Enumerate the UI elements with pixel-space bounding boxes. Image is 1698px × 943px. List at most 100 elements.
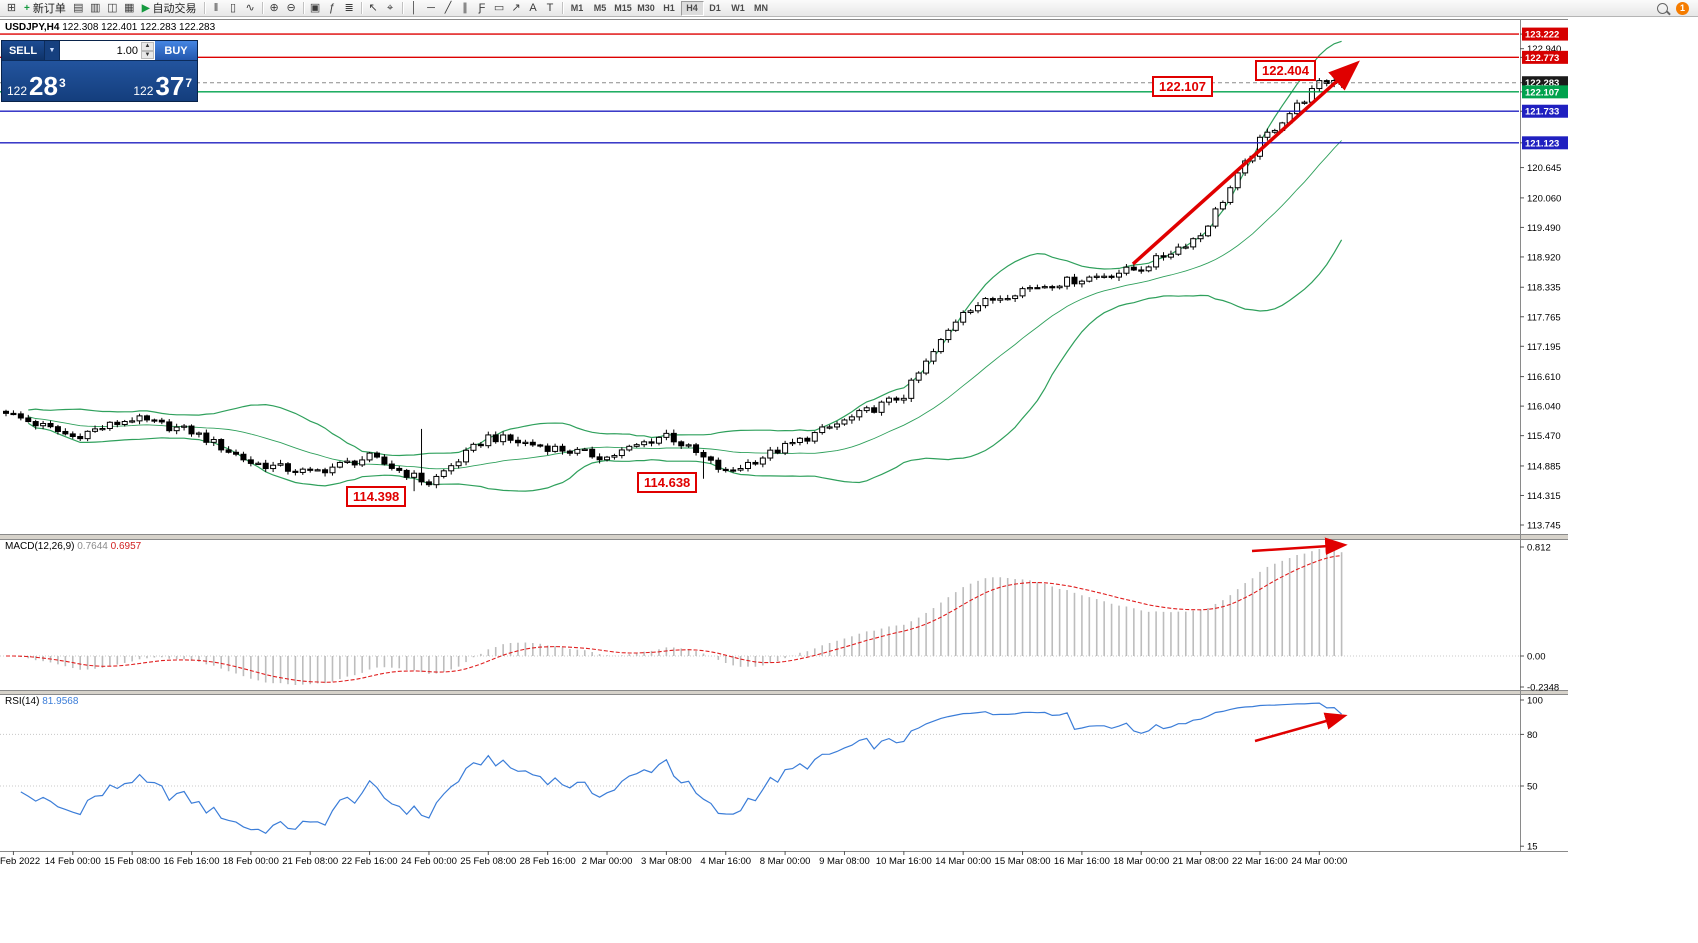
lot-value: 1.00 bbox=[116, 44, 138, 57]
rsi-line bbox=[20, 702, 1342, 835]
new-order-button[interactable]: + 新订单 bbox=[20, 1, 70, 16]
timeframe-m1-button[interactable]: M1 bbox=[570, 3, 584, 13]
auto-trading-button-label: 自动交易 bbox=[152, 3, 197, 15]
timeframe-m30-button[interactable]: M30 bbox=[637, 3, 655, 13]
market-watch-icon[interactable]: ▤ bbox=[73, 1, 84, 14]
symbol-timeframe-label: USDJPY,H4 bbox=[5, 22, 60, 33]
lot-size-input[interactable]: 1.00 ▲ ▼ bbox=[60, 41, 155, 60]
svg-text:3 Mar 08:00: 3 Mar 08:00 bbox=[641, 856, 692, 867]
svg-text:10 Mar 16:00: 10 Mar 16:00 bbox=[876, 856, 932, 867]
horizontal-line-icon[interactable]: ─ bbox=[427, 1, 435, 14]
svg-text:4 Mar 16:00: 4 Mar 16:00 bbox=[700, 856, 751, 867]
terminal-icon[interactable]: ▦ bbox=[124, 1, 135, 14]
buy-price-sup: 7 bbox=[185, 76, 192, 90]
svg-text:113.745: 113.745 bbox=[1527, 521, 1561, 532]
svg-text:116.040: 116.040 bbox=[1527, 402, 1561, 413]
timeframe-mn-button[interactable]: MN bbox=[754, 3, 769, 13]
toolbar-separator bbox=[203, 2, 205, 14]
toolbar-separator bbox=[561, 2, 563, 14]
macd-indicator-label: MACD(12,26,9) 0.7644 0.6957 bbox=[5, 541, 141, 552]
svg-text:121.123: 121.123 bbox=[1525, 138, 1559, 149]
trend-arrow-rsi[interactable] bbox=[1254, 712, 1348, 743]
svg-text:114.315: 114.315 bbox=[1527, 491, 1561, 502]
timeframe-m5-button[interactable]: M5 bbox=[593, 3, 607, 13]
svg-text:2 Mar 00:00: 2 Mar 00:00 bbox=[582, 856, 633, 867]
macd-name: MACD(12,26,9) bbox=[5, 541, 75, 552]
toolbar: ⊞ + 新订单 ▤ ▥ ◫ ▦ ▶ 自动交易 ‖ ▯ ∿ ⊕ ⊖ ▣ ƒ ≣ ↖ ⌖ │ ─ ╱ ∥ Ƒ ▭ ↗ A T M1 M5 M1… bbox=[0, 0, 1698, 17]
svg-text:21 Feb 08:00: 21 Feb 08:00 bbox=[282, 856, 338, 867]
svg-text:117.195: 117.195 bbox=[1527, 342, 1561, 353]
buy-button[interactable]: BUY bbox=[155, 41, 197, 60]
indicators-icon[interactable]: ƒ bbox=[328, 1, 336, 14]
tile-windows-icon[interactable]: ▣ bbox=[309, 1, 321, 14]
svg-text:9 Mar 08:00: 9 Mar 08:00 bbox=[819, 856, 870, 867]
rsi-indicator-label: RSI(14) 81.9568 bbox=[5, 696, 78, 707]
macd-value-1: 0.7644 bbox=[77, 541, 108, 552]
navigator-icon[interactable]: ◫ bbox=[107, 1, 118, 14]
svg-text:116.610: 116.610 bbox=[1527, 372, 1561, 383]
price-annotation[interactable]: 114.638 bbox=[637, 472, 698, 493]
lot-decrease-button[interactable]: ▼ bbox=[141, 50, 154, 59]
timeframe-h1-button[interactable]: H1 bbox=[663, 3, 675, 13]
toolbar-items: ⊞ + 新订单 ▤ ▥ ◫ ▦ ▶ 自动交易 ‖ ▯ ∿ ⊕ ⊖ ▣ ƒ ≣ ↖ ⌖ │ ─ ╱ ∥ Ƒ ▭ ↗ A T bbox=[3, 1, 566, 16]
timeframe-d1-button[interactable]: D1 bbox=[709, 3, 721, 13]
svg-text:14 Mar 00:00: 14 Mar 00:00 bbox=[935, 856, 991, 867]
candles-layer bbox=[3, 76, 1345, 492]
candlestick-chart-icon[interactable]: ▯ bbox=[230, 1, 237, 14]
svg-text:24 Feb 00:00: 24 Feb 00:00 bbox=[401, 856, 457, 867]
crosshair-icon[interactable]: ⌖ bbox=[386, 1, 394, 14]
sell-button[interactable]: SELL bbox=[2, 41, 45, 60]
zoom-out-icon[interactable]: ⊖ bbox=[286, 1, 296, 14]
trend-arrow-main[interactable] bbox=[1131, 60, 1360, 266]
price-annotation[interactable]: 114.398 bbox=[346, 486, 407, 507]
toolbar-separator bbox=[401, 2, 403, 14]
bollinger-bands bbox=[27, 40, 1343, 492]
timeframe-m15-button[interactable]: M15 bbox=[614, 3, 632, 13]
lot-increase-button[interactable]: ▲ bbox=[141, 42, 154, 51]
auto-trading-button[interactable]: ▶ 自动交易 bbox=[138, 1, 201, 16]
buy-price-main: 37 bbox=[155, 71, 185, 101]
svg-text:10 Feb 2022: 10 Feb 2022 bbox=[0, 856, 40, 867]
new-order-button-label: 新订单 bbox=[32, 3, 66, 15]
fibonacci-icon[interactable]: Ƒ bbox=[478, 1, 486, 14]
sell-price[interactable]: 122 28 3 bbox=[7, 71, 66, 101]
rsi-name: RSI(14) bbox=[5, 696, 40, 707]
cursor-icon[interactable]: ↖ bbox=[368, 1, 378, 14]
text-icon[interactable]: A bbox=[529, 1, 537, 14]
indicator-axis[interactable]: 0.812 0.00 -0.2348 100 80 50 15 bbox=[1520, 543, 1559, 853]
line-chart-icon[interactable]: ∿ bbox=[245, 1, 255, 14]
timeframe-h4-button[interactable]: H4 bbox=[680, 0, 704, 16]
sell-price-main: 28 bbox=[29, 71, 58, 101]
text-label-icon[interactable]: T bbox=[546, 1, 554, 14]
trend-arrow-macd[interactable] bbox=[1251, 537, 1348, 555]
chevron-down-icon[interactable]: ▼ bbox=[45, 41, 60, 60]
bar-chart-icon[interactable]: ‖ bbox=[213, 1, 219, 14]
buy-price[interactable]: 122 37 7 bbox=[133, 71, 192, 101]
price-annotation[interactable]: 122.107 bbox=[1152, 76, 1213, 97]
shapes-icon[interactable]: ▭ bbox=[493, 1, 505, 14]
horizontal-lines-layer[interactable] bbox=[0, 33, 1519, 144]
notification-badge[interactable]: 1 bbox=[1676, 1, 1689, 15]
new-chart-icon[interactable]: ⊞ bbox=[6, 1, 17, 14]
svg-text:22 Mar 16:00: 22 Mar 16:00 bbox=[1232, 856, 1288, 867]
data-window-icon[interactable]: ▥ bbox=[90, 1, 101, 14]
svg-text:0.00: 0.00 bbox=[1527, 652, 1546, 663]
search-icon[interactable] bbox=[1657, 2, 1668, 14]
toolbar-right: 1 bbox=[1657, 1, 1695, 15]
equidistant-channel-icon[interactable]: ∥ bbox=[462, 1, 468, 14]
arrows-tool-icon[interactable]: ↗ bbox=[511, 1, 521, 14]
svg-text:80: 80 bbox=[1527, 730, 1538, 741]
vertical-line-icon[interactable]: │ bbox=[410, 1, 418, 14]
chart-ohlc-info: USDJPY,H4 122.308 122.401 122.283 122.28… bbox=[5, 22, 215, 33]
svg-text:15 Mar 08:00: 15 Mar 08:00 bbox=[995, 856, 1051, 867]
svg-text:16 Mar 16:00: 16 Mar 16:00 bbox=[1054, 856, 1110, 867]
timeframe-w1-button[interactable]: W1 bbox=[731, 3, 745, 13]
zoom-in-icon[interactable]: ⊕ bbox=[269, 1, 279, 14]
svg-text:122.283: 122.283 bbox=[1525, 78, 1559, 89]
trendline-icon[interactable]: ╱ bbox=[444, 1, 452, 14]
price-annotation[interactable]: 122.404 bbox=[1255, 60, 1316, 81]
period-separators-icon[interactable]: ≣ bbox=[344, 1, 354, 14]
